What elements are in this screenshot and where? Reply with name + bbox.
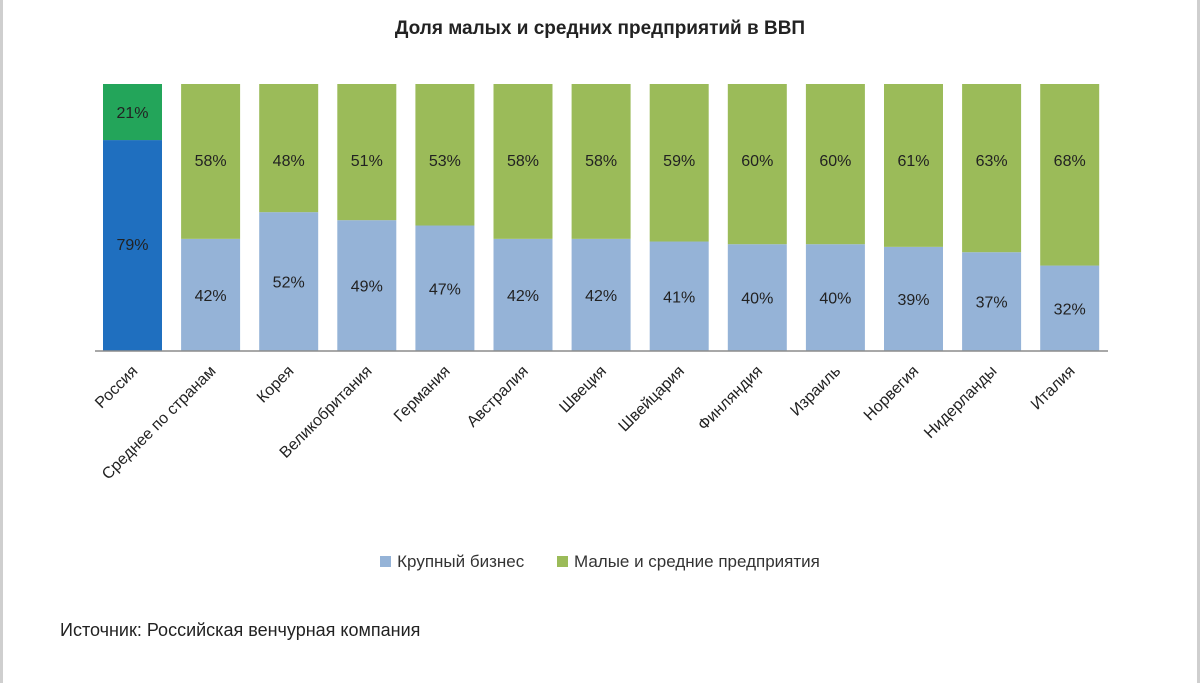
data-label-large-cat-9: 40%: [819, 291, 851, 308]
category-label-cat-7: Швейцария: [616, 363, 688, 435]
bar-sme-cat-1: [181, 84, 241, 239]
data-label-sme-cat-5: 58%: [507, 153, 539, 170]
bar-sme-cat-6: [571, 84, 631, 239]
legend-label-sme: Малые и средние предприятия: [573, 552, 820, 571]
data-label-large-cat-8: 40%: [741, 291, 773, 308]
frame-right-border: [1197, 0, 1200, 683]
category-label-cat-10: Норвегия: [861, 363, 923, 425]
bar-large-cat-5: [493, 238, 553, 351]
chart-title: Доля малых и средних предприятий в ВВП: [394, 18, 806, 39]
stacked-bar-chart: 79% 21% 42% 58% 52% 48% 49% 51% 47% 53% 42% 58% 42% 5…: [92, 84, 1108, 483]
source-note: Источник: Российская венчурная компания: [60, 620, 421, 640]
category-label-cat-12: Италия: [1028, 363, 1079, 414]
bar-sme-cat-10: [884, 84, 943, 247]
frame-left-border: [0, 0, 3, 683]
data-label-large-cat-7: 41%: [663, 289, 695, 306]
data-label-large-cat-2: 52%: [273, 275, 305, 292]
category-label-cat-6: Швеция: [556, 363, 609, 416]
category-label-cat-4: Германия: [391, 363, 454, 426]
data-label-large-cat-10: 39%: [897, 292, 929, 309]
bar-large-cat-6: [571, 238, 631, 351]
bar-sme-cat-4: [415, 84, 475, 226]
legend-label-large: Крупный бизнес: [397, 552, 525, 571]
legend: Крупный бизнес Малые и средние предприят…: [0, 552, 1200, 572]
bar-large-cat-7: [649, 241, 709, 351]
legend-swatch-sme: [556, 556, 568, 567]
category-label-cat-9: Израиль: [787, 363, 844, 420]
bar-sme-cat-0: [103, 84, 162, 141]
data-label-large-cat-3: 49%: [351, 279, 383, 296]
legend-item-large: Крупный бизнес: [380, 552, 524, 572]
bar-large-cat-1: [181, 238, 241, 351]
category-label-cat-0: Россия: [92, 363, 141, 412]
data-label-sme-cat-3: 51%: [351, 153, 383, 170]
data-label-large-cat-4: 47%: [429, 281, 461, 298]
data-label-sme-cat-6: 58%: [585, 153, 617, 170]
data-label-sme-cat-4: 53%: [429, 153, 461, 170]
bar-sme-cat-7: [649, 84, 709, 242]
bar-large-cat-11: [962, 252, 1022, 351]
data-label-sme-cat-7: 59%: [663, 153, 695, 170]
legend-swatch-large: [380, 556, 392, 567]
data-label-sme-cat-12: 68%: [1054, 153, 1086, 170]
bars-group: 79% 21% 42% 58% 52% 48% 49% 51% 47% 53% 42% 58% 42% 5…: [103, 84, 1100, 351]
data-label-sme-cat-10: 61%: [897, 153, 929, 170]
bar-sme-cat-12: [1040, 84, 1100, 266]
bar-sme-cat-2: [259, 84, 319, 213]
bar-sme-cat-8: [727, 84, 787, 245]
category-label-cat-5: Австралия: [464, 363, 532, 431]
data-label-sme-cat-1: 58%: [195, 153, 227, 170]
bar-sme-cat-5: [493, 84, 553, 239]
data-label-sme-cat-9: 60%: [819, 153, 851, 170]
data-label-large-cat-1: 42%: [195, 288, 227, 305]
category-label-cat-8: Финляндия: [695, 363, 766, 434]
data-label-large-cat-12: 32%: [1054, 301, 1086, 318]
data-label-sme-cat-0: 21%: [116, 105, 148, 122]
bar-large-cat-10: [884, 246, 943, 351]
bar-large-cat-2: [259, 212, 319, 351]
bar-large-cat-8: [727, 244, 787, 351]
bar-large-cat-0: [103, 140, 162, 351]
data-label-sme-cat-11: 63%: [976, 153, 1008, 170]
bar-large-cat-3: [337, 220, 397, 351]
bar-large-cat-4: [415, 225, 475, 351]
data-label-large-cat-6: 42%: [585, 288, 617, 305]
data-label-large-cat-5: 42%: [507, 288, 539, 305]
category-label-cat-2: Корея: [254, 363, 298, 407]
legend-item-sme: Малые и средние предприятия: [556, 552, 820, 572]
category-label-cat-11: Нидерланды: [921, 363, 1000, 442]
bar-sme-cat-3: [337, 84, 397, 221]
data-label-large-cat-0: 79%: [116, 237, 148, 254]
data-label-sme-cat-8: 60%: [741, 153, 773, 170]
bar-large-cat-12: [1040, 265, 1100, 351]
bar-sme-cat-11: [962, 84, 1022, 253]
bar-large-cat-9: [805, 244, 865, 351]
bar-sme-cat-9: [805, 84, 865, 245]
data-label-large-cat-11: 37%: [976, 295, 1008, 312]
data-label-sme-cat-2: 48%: [273, 153, 305, 170]
